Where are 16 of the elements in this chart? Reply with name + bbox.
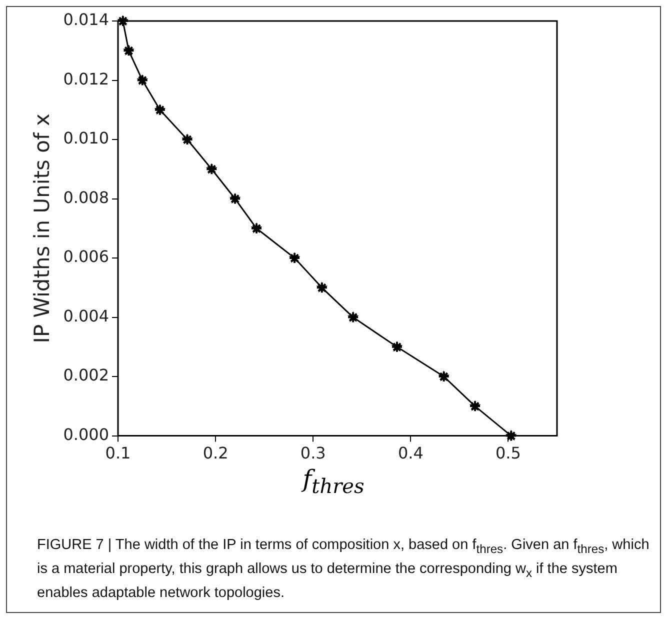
y-tick-label: 0.014 bbox=[63, 10, 110, 30]
text: FIGURE 7 | The width of the IP in terms of composition x, based on f$_{thres}$. Given an f$_{thres}$, which is a material property, this graph allows us to determine the corresponding w$_{x}$ if the system enables adaptable network topologies. bbox=[37, 537, 650, 601]
x-tick-label: 0.1 bbox=[105, 444, 131, 463]
y-tick-label: 0.002 bbox=[63, 366, 110, 385]
y-tick-label: 0.012 bbox=[63, 69, 110, 88]
x-axis-title: f$_{thres}$ bbox=[300, 465, 366, 498]
y-tick-label: 0.010 bbox=[63, 128, 110, 148]
x-tick-label: 0.4 bbox=[398, 444, 424, 463]
y-axis-title: IP Widths in Units of x bbox=[30, 114, 54, 344]
x-tick-label: 0.5 bbox=[495, 444, 521, 463]
x-tick-label: 0.2 bbox=[202, 444, 228, 463]
y-tick-label: 0.006 bbox=[63, 247, 110, 266]
y-tick-label: 0.008 bbox=[63, 188, 110, 207]
y-tick-label: 0.000 bbox=[63, 424, 110, 444]
x-tick-label: 0.3 bbox=[300, 444, 326, 463]
y-tick-label: 0.004 bbox=[63, 306, 110, 326]
